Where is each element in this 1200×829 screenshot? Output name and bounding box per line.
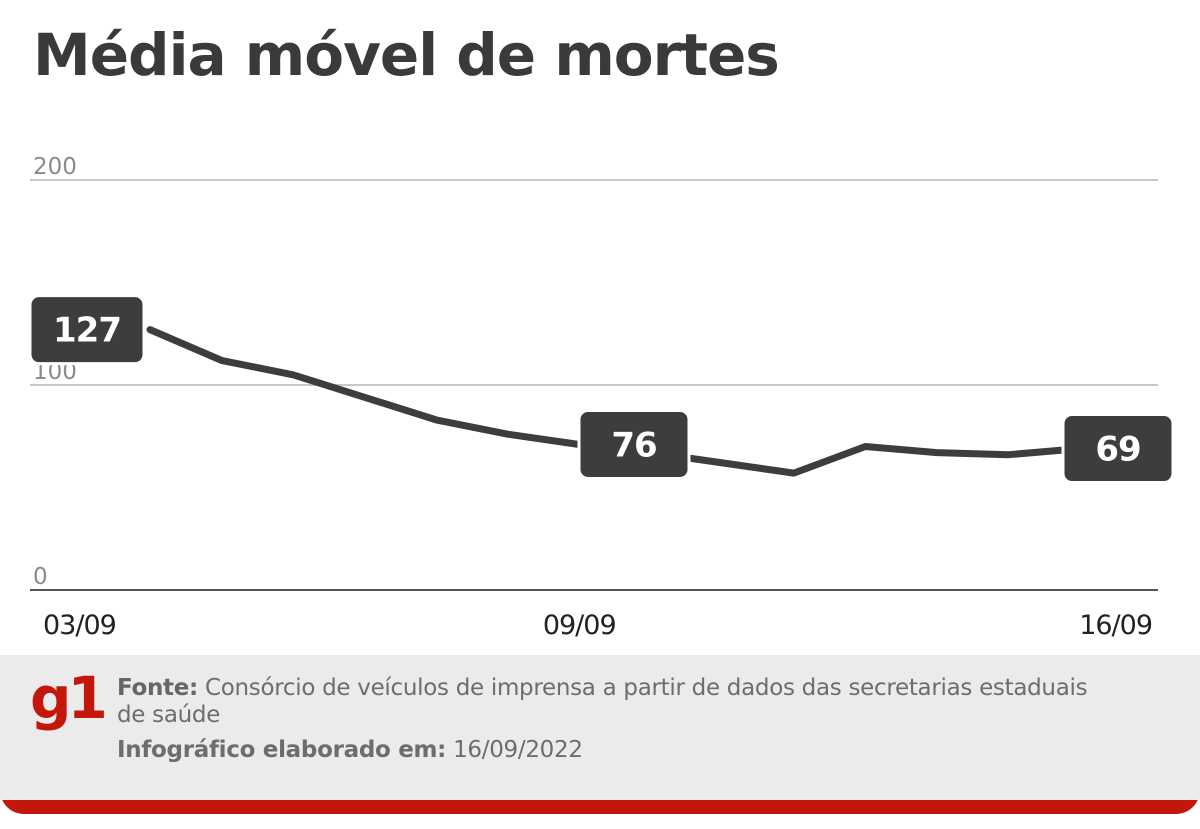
y-tick-label: 0 xyxy=(33,564,48,590)
chart-title: Média móvel de mortes xyxy=(33,21,780,89)
footer-background xyxy=(0,655,1200,800)
g1-logo: g1 xyxy=(30,664,108,732)
data-label-box xyxy=(1061,413,1175,485)
source-text: Consórcio de veículos de imprensa a part… xyxy=(117,675,1088,728)
source-note: Fonte: Consórcio de veículos de imprensa… xyxy=(117,675,1117,729)
x-tick-label: 16/09 xyxy=(1079,610,1152,641)
x-tick-label: 09/09 xyxy=(543,610,616,641)
data-label-box xyxy=(577,408,691,480)
data-label: 127 xyxy=(28,294,146,366)
footer-bottom-edge xyxy=(0,784,1200,798)
gridlines xyxy=(30,179,1158,591)
data-label-value: 127 xyxy=(53,311,121,351)
data-label-value: 76 xyxy=(611,425,656,465)
footer: g1 Fonte: Consórcio de veículos de impre… xyxy=(0,655,1200,829)
data-label-value: 69 xyxy=(1095,430,1140,470)
data-label: 76 xyxy=(577,408,691,480)
made-label: Infográfico elaborado em: xyxy=(117,737,447,763)
x-tick-label: 03/09 xyxy=(43,610,116,641)
data-label: 69 xyxy=(1061,413,1175,485)
source-label: Fonte: xyxy=(117,675,198,701)
y-tick-label: 200 xyxy=(33,154,77,180)
made-date: 16/09/2022 xyxy=(453,737,583,763)
made-on-note: Infográfico elaborado em: 16/09/2022 xyxy=(117,737,583,763)
x-axis-tick-labels: 03/09 09/09 16/09 xyxy=(43,610,1153,641)
data-labels: 127 76 69 xyxy=(28,294,1175,485)
data-label-box xyxy=(28,294,146,366)
